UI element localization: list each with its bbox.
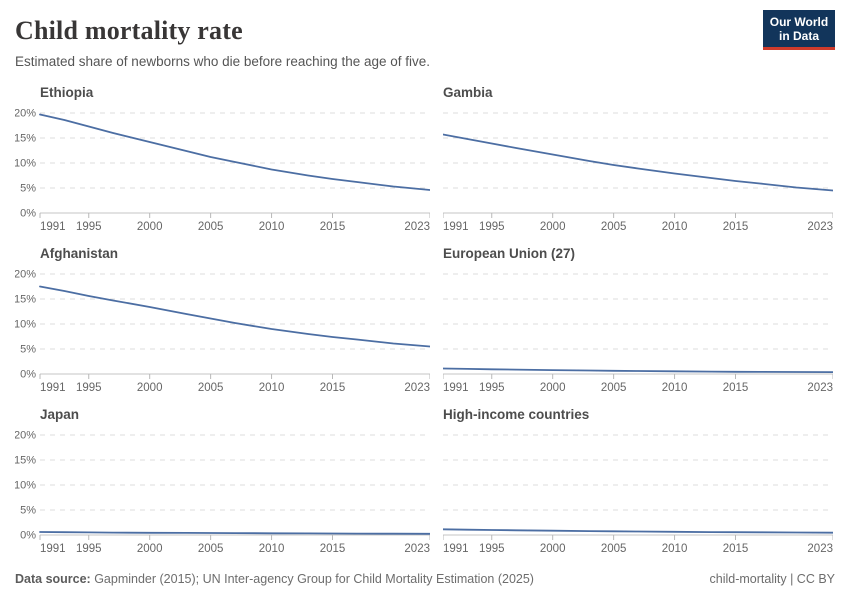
svg-text:2010: 2010 [662,382,688,394]
chart-panel-gambia: Gambia 1991 1995 2000 2005 2010 2015 2023 [443,80,833,241]
svg-text:2023: 2023 [807,221,833,233]
line-chart-japan[interactable]: 20% 15% 10% 5% 0% 1991 1995 2000 2005 2010 2015 202… [15,429,430,563]
svg-text:10%: 10% [15,480,36,492]
svg-text:2000: 2000 [137,382,163,394]
svg-text:10%: 10% [15,319,36,331]
chart-panel-ethiopia: Ethiopia 20% 15% 10% 5% 0% 1991 1995 2000 2005 20… [15,80,430,241]
svg-text:2005: 2005 [601,221,627,233]
attribution-link[interactable]: child-mortality | CC BY [709,572,836,586]
charts-grid: Ethiopia 20% 15% 10% 5% 0% 1991 1995 2000 2005 20… [15,80,835,563]
svg-text:1995: 1995 [76,221,102,233]
svg-text:2023: 2023 [807,543,833,555]
data-source-label: Data source: [15,572,91,586]
svg-text:15%: 15% [15,133,36,145]
svg-text:2000: 2000 [540,221,566,233]
chart-panel-title: Gambia [443,85,493,100]
svg-text:1991: 1991 [443,221,469,233]
svg-text:2010: 2010 [259,382,285,394]
svg-text:0%: 0% [20,530,36,542]
svg-text:5%: 5% [20,183,36,195]
line-chart-ethiopia[interactable]: 20% 15% 10% 5% 0% 1991 1995 2000 2005 2010 2015 202… [15,107,430,241]
svg-text:2023: 2023 [404,382,430,394]
svg-text:2005: 2005 [601,543,627,555]
svg-text:2010: 2010 [259,221,285,233]
svg-text:1995: 1995 [479,382,505,394]
page-title: Child mortality rate [15,16,243,45]
svg-text:2000: 2000 [137,543,163,555]
svg-text:2023: 2023 [404,543,430,555]
svg-text:2005: 2005 [198,382,224,394]
svg-text:2015: 2015 [320,382,346,394]
svg-text:2005: 2005 [198,221,224,233]
svg-text:2000: 2000 [540,543,566,555]
footer: Data source: Gapminder (2015); UN Inter-… [0,563,850,586]
owid-logo-line1: Our World [769,15,829,29]
chart-panel-japan: Japan 20% 15% 10% 5% 0% 1991 1995 2000 2005 2010 2… [15,402,430,563]
svg-text:15%: 15% [15,455,36,467]
svg-text:2015: 2015 [723,543,749,555]
svg-text:1995: 1995 [76,543,102,555]
chart-panel-european-union: European Union (27) 1991 1995 2000 2005 2010… [443,241,833,402]
line-chart-european-union[interactable]: 1991 1995 2000 2005 2010 2015 2023 [443,268,833,402]
svg-text:2000: 2000 [540,382,566,394]
svg-text:1995: 1995 [479,221,505,233]
svg-text:2000: 2000 [137,221,163,233]
svg-text:5%: 5% [20,505,36,517]
line-chart-high-income[interactable]: 1991 1995 2000 2005 2010 2015 2023 [443,429,833,563]
svg-text:1991: 1991 [443,543,469,555]
owid-chart-page: Child mortality rate Estimated share of … [15,0,835,563]
svg-text:2015: 2015 [320,221,346,233]
svg-text:2005: 2005 [198,543,224,555]
header: Child mortality rate Estimated share of … [15,0,835,80]
svg-text:0%: 0% [20,208,36,220]
line-chart-afghanistan[interactable]: 20% 15% 10% 5% 0% 1991 1995 2000 2005 2010 2015 202… [15,268,430,402]
svg-text:2010: 2010 [662,221,688,233]
svg-text:1991: 1991 [40,543,66,555]
svg-text:2015: 2015 [320,543,346,555]
svg-text:2023: 2023 [404,221,430,233]
chart-panel-high-income: High-income countries 1991 1995 2000 2005 20… [443,402,833,563]
svg-text:1991: 1991 [443,382,469,394]
svg-text:2023: 2023 [807,382,833,394]
chart-panel-title: High-income countries [443,407,590,422]
svg-text:0%: 0% [20,369,36,381]
svg-text:20%: 20% [15,430,36,442]
chart-panel-title: Ethiopia [40,85,94,100]
chart-panel-title: Afghanistan [40,246,119,261]
page-subtitle: Estimated share of newborns who die befo… [15,54,430,69]
svg-text:1995: 1995 [479,543,505,555]
data-source: Data source: Gapminder (2015); UN Inter-… [15,572,534,586]
svg-text:20%: 20% [15,108,36,120]
svg-text:2010: 2010 [259,543,285,555]
line-chart-gambia[interactable]: 1991 1995 2000 2005 2010 2015 2023 [443,107,833,241]
owid-logo[interactable]: Our World in Data [763,10,835,50]
svg-text:15%: 15% [15,294,36,306]
chart-panel-title: Japan [40,407,80,422]
svg-text:1991: 1991 [40,221,66,233]
svg-text:10%: 10% [15,158,36,170]
chart-panel-title: European Union (27) [443,246,576,261]
owid-logo-line2: in Data [778,29,819,43]
svg-text:2015: 2015 [723,382,749,394]
svg-text:1995: 1995 [76,382,102,394]
data-source-value[interactable]: Gapminder (2015); UN Inter-agency Group … [90,572,534,586]
svg-text:5%: 5% [20,344,36,356]
svg-text:2015: 2015 [723,221,749,233]
svg-text:1991: 1991 [40,382,66,394]
chart-panel-afghanistan: Afghanistan 20% 15% 10% 5% 0% 1991 1995 2000 200… [15,241,430,402]
svg-text:2010: 2010 [662,543,688,555]
svg-text:2005: 2005 [601,382,627,394]
svg-text:20%: 20% [15,269,36,281]
